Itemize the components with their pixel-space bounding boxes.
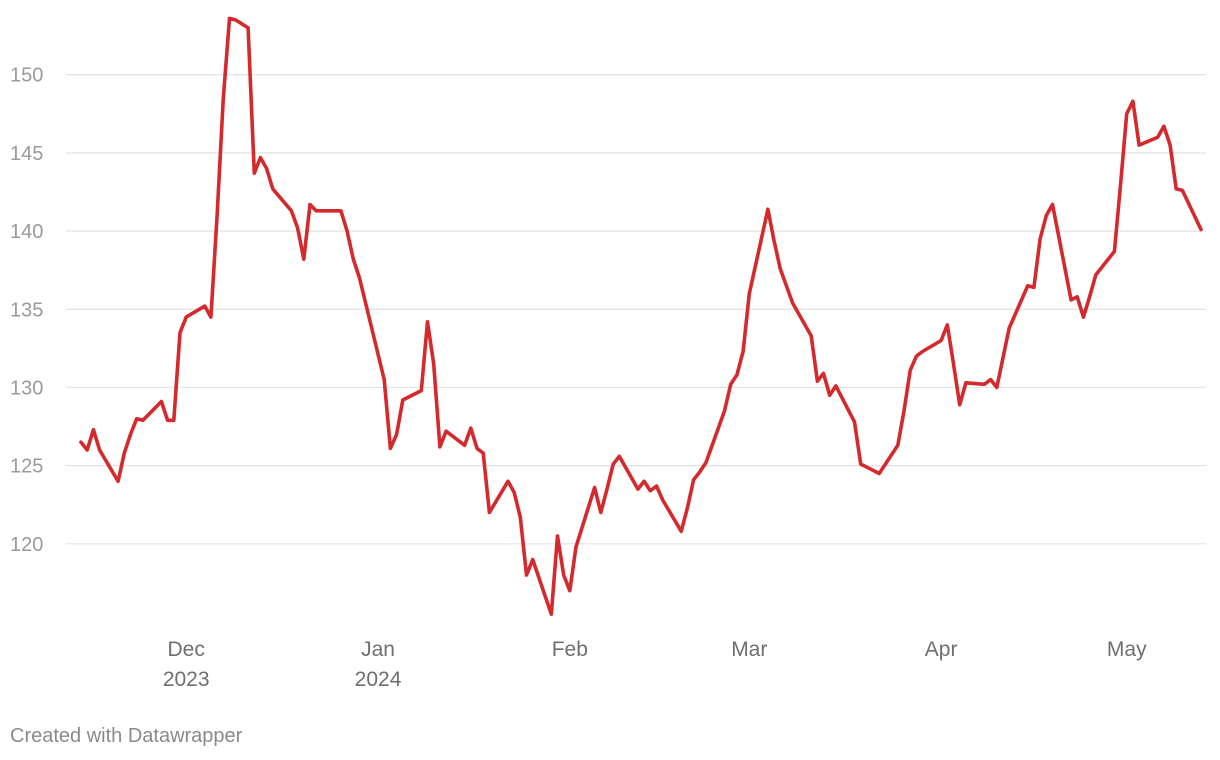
x-tick-label-apr: Apr: [925, 638, 958, 661]
x-tick-year-2024: 2024: [355, 668, 402, 691]
x-tick-label-mar: Mar: [731, 638, 767, 661]
y-tick-label-145: 145: [10, 143, 43, 165]
y-axis-tick-labels: 120 125 130 135 140 145 150: [10, 65, 43, 556]
x-tick-year-2023: 2023: [163, 668, 210, 691]
series-group: [79, 16, 1203, 616]
x-tick-label-feb: Feb: [552, 638, 588, 661]
x-tick-label-dec: Dec: [168, 638, 205, 661]
x-axis-tick-labels: Dec 2023 Jan 2024 Feb Mar Apr May: [163, 638, 1147, 691]
credit-text[interactable]: Created with Datawrapper: [10, 725, 243, 747]
y-tick-label-140: 140: [10, 221, 43, 243]
x-tick-label-jan: Jan: [361, 638, 395, 661]
y-tick-label-135: 135: [10, 299, 43, 321]
gridlines: [66, 74, 1206, 545]
x-tick-label-may: May: [1107, 638, 1147, 661]
series-line-0: [79, 16, 1203, 616]
y-tick-label-120: 120: [10, 534, 43, 556]
y-tick-label-130: 130: [10, 377, 43, 399]
y-tick-label-125: 125: [10, 456, 43, 478]
y-tick-label-150: 150: [10, 65, 43, 87]
